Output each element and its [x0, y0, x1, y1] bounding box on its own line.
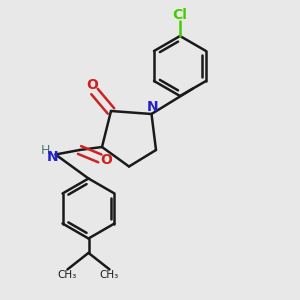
Text: N: N — [47, 150, 58, 164]
Text: Cl: Cl — [172, 8, 188, 22]
Text: H: H — [40, 144, 50, 157]
Text: CH₃: CH₃ — [58, 270, 77, 280]
Text: O: O — [86, 78, 98, 92]
Text: O: O — [100, 153, 112, 167]
Text: N: N — [147, 100, 159, 114]
Text: CH₃: CH₃ — [100, 270, 119, 280]
